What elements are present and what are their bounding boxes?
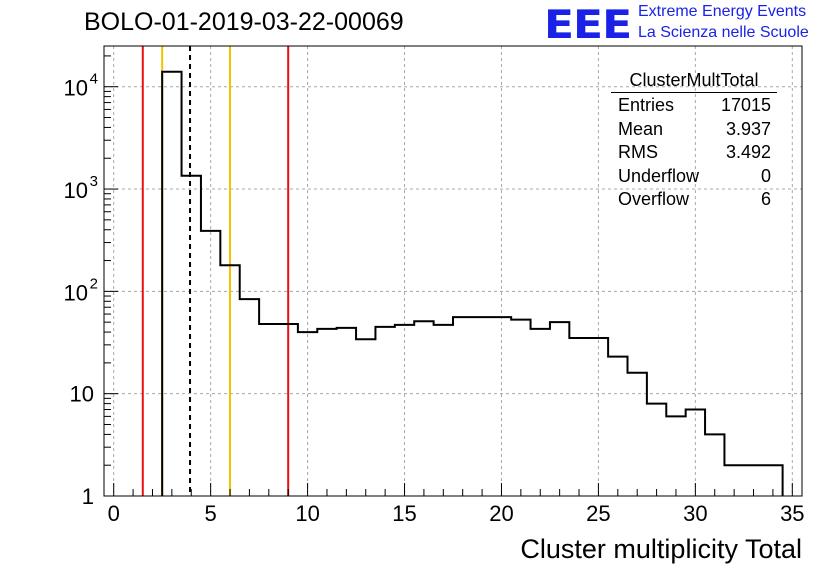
x-axis-ticks: 0 5 10 15 20 25 30 35	[108, 483, 805, 526]
x-tick-label: 5	[205, 501, 217, 526]
x-tick-label: 10	[295, 501, 319, 526]
stats-value: 0	[760, 165, 771, 186]
stats-label: Overflow	[618, 189, 690, 209]
y-tick-label: 10	[64, 178, 88, 203]
stats-row-rms: RMS 3.492	[611, 142, 777, 166]
logo-line-2: La Scienza nelle Scuole	[638, 24, 809, 41]
stats-box: ClusterMultTotal Entries 17015 Mean 3.937 …	[611, 70, 777, 213]
marker-lines	[141, 46, 290, 496]
stats-row-entries: Entries 17015	[611, 95, 777, 119]
y-tick-exponent: 2	[90, 275, 98, 292]
stats-label: RMS	[618, 142, 658, 162]
stats-value: 6	[760, 189, 771, 209]
stats-value: 3.937	[725, 118, 771, 139]
x-tick-label: 25	[586, 501, 610, 526]
stats-value: 17015	[720, 95, 771, 115]
stats-value: 3.492	[725, 142, 771, 162]
y-tick-label: 10	[64, 280, 88, 305]
x-axis-label: Cluster multiplicity Total	[520, 534, 802, 564]
logo-line-1: Extreme Energy Events	[638, 3, 807, 20]
stats-row-mean: Mean 3.937	[611, 119, 777, 143]
y-tick-exponent: 3	[90, 173, 98, 190]
x-tick-label: 0	[108, 501, 120, 526]
y-tick-label: 1	[82, 484, 94, 509]
stats-row-underflow: Underflow 0	[611, 166, 777, 190]
y-tick-label: 10	[64, 76, 88, 101]
x-tick-label: 15	[392, 501, 416, 526]
x-tick-label: 30	[683, 501, 707, 526]
stats-label: Underflow	[618, 165, 700, 186]
x-tick-label: 35	[780, 501, 804, 526]
chart-title: BOLO-01-2019-03-22-00069	[84, 8, 404, 36]
y-tick-exponent: 4	[90, 71, 98, 88]
y-tick-label: 10	[70, 382, 94, 407]
x-tick-label: 20	[489, 501, 513, 526]
stats-label: Entries	[618, 95, 675, 115]
stats-row-overflow: Overflow 6	[611, 189, 777, 213]
plot-frame	[103, 45, 803, 497]
stats-label: Mean	[618, 118, 664, 139]
eee-logo-mark: EEE	[544, 2, 632, 48]
histogram-outline	[161, 70, 784, 496]
stats-title: ClusterMultTotal	[611, 70, 777, 93]
